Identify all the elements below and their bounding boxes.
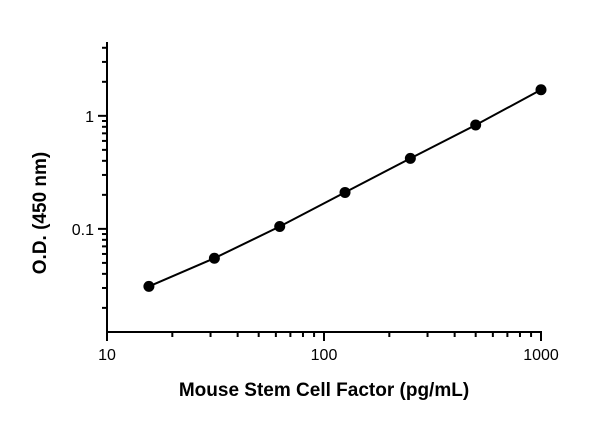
y-ticks: 0.11 bbox=[72, 46, 107, 309]
x-tick-label: 100 bbox=[311, 347, 338, 364]
x-tick-label: 1000 bbox=[523, 347, 559, 364]
data-point bbox=[470, 119, 482, 131]
y-tick-label: 0.1 bbox=[72, 222, 94, 239]
y-tick-label: 1 bbox=[85, 109, 94, 126]
axes bbox=[106, 42, 542, 333]
data-point bbox=[274, 220, 286, 232]
data-point bbox=[339, 186, 351, 198]
data-point bbox=[535, 84, 547, 96]
y-axis-title: O.D. (450 nm) bbox=[30, 152, 51, 274]
data-point bbox=[404, 152, 416, 164]
x-ticks: 10 100 1000 bbox=[98, 332, 559, 364]
data-point bbox=[143, 280, 155, 292]
x-tick-label: 10 bbox=[98, 347, 116, 364]
x-axis-title: Mouse Stem Cell Factor (pg/mL) bbox=[179, 380, 469, 401]
series-points bbox=[143, 84, 547, 292]
data-point bbox=[208, 252, 220, 264]
